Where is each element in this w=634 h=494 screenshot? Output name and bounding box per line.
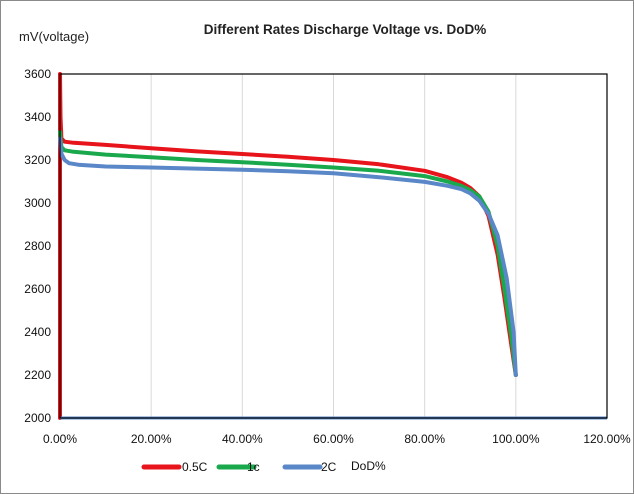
legend: 0.5C 1c 2C DoD% — [141, 459, 386, 474]
legend-label: 1c — [247, 460, 260, 474]
x-tick-labels: 0.00% 20.00% 40.00% 60.00% 80.00% 100.00% 120.… — [43, 432, 631, 446]
x-tick-label: 40.00% — [222, 432, 263, 446]
series-line-1c — [58, 130, 518, 377]
x-axis-label: DoD% — [351, 459, 386, 473]
y-axis-label: mV(voltage) — [19, 29, 89, 44]
y-tick-label: 3200 — [24, 153, 51, 167]
y-tick-label: 3600 — [24, 67, 51, 81]
chart-title: Different Rates Discharge Voltage vs. Do… — [204, 22, 487, 37]
y-tick-label: 2000 — [24, 411, 51, 425]
y-tick-label: 3000 — [24, 196, 51, 210]
y-tick-labels: 2000 2200 2400 2600 2800 3000 3200 3400 3600 — [24, 67, 51, 425]
y-tick-label: 3400 — [24, 110, 51, 124]
x-tick-label: 20.00% — [131, 432, 172, 446]
plot-area-border — [59, 73, 608, 419]
x-tick-label: 80.00% — [404, 432, 445, 446]
y-tick-label: 2600 — [24, 282, 51, 296]
series-line-0.5c — [58, 72, 518, 420]
grid-lines — [150, 74, 517, 418]
y-tick-label: 2800 — [24, 239, 51, 253]
x-tick-label: 0.00% — [43, 432, 77, 446]
y-tick-label: 2400 — [24, 325, 51, 339]
legend-label: 0.5C — [182, 460, 208, 474]
x-tick-label: 60.00% — [313, 432, 354, 446]
x-tick-label: 100.00% — [492, 432, 540, 446]
x-tick-label: 120.00% — [583, 432, 631, 446]
legend-label: 2C — [321, 460, 337, 474]
y-tick-label: 2200 — [24, 368, 51, 382]
series-line-2c — [58, 136, 518, 377]
